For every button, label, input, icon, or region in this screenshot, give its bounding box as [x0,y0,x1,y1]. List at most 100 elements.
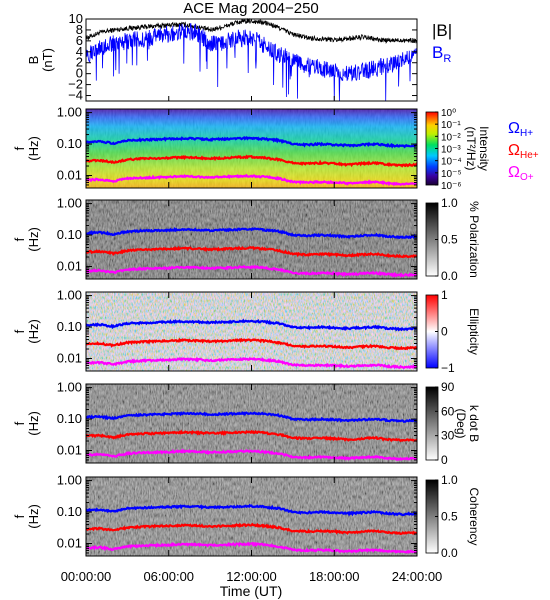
field-tick-label: 2 [76,55,83,70]
gyrofrequency-line-Hplus [86,318,417,332]
gyrofrequency-legend-Oplus: ΩO+ [508,164,534,183]
gyrofrequency-line-Heplus [86,337,417,351]
colorbar-label-line1: Coherency [467,487,481,545]
panel-ylabel-line1: f [12,146,27,150]
colorbar-label-line1: Ellipticity [467,308,481,355]
field-legend-radial: BR [432,43,451,65]
panel-ytick-label: 0.10 [57,504,82,519]
colorbar-tick-label: 10⁻⁴ [441,157,462,168]
panel-coherency: 1.00 0.10 0.01 f (Hz) 1.0 0.5 0.0 Coherency [12,473,481,560]
field-tick-label: 8 [76,22,83,37]
panel-ellipticity: 1.00 0.10 0.01 f (Hz) 1 0 −1 Ellipticity [12,288,481,375]
field-ylabel-line1: B [26,56,41,65]
panel-ellipticity-image [86,292,417,371]
panel-ytick-label: 0.10 [57,227,82,242]
colorbar-label-line1: k dot B [467,405,481,442]
panel-ylabel-line1: f [12,421,27,425]
panel-ylabel-line1: f [12,237,27,241]
colorbar-tick-label: 30 [441,429,455,443]
panel-intensity-image [86,109,417,188]
colorbar-tick-label: 10⁰ [441,108,456,119]
panel-ytick-label: 0.10 [57,411,82,426]
panel-polarization-image [86,200,417,279]
field-legend-subscript: R [443,53,451,65]
panel-ytick-label: 0.01 [57,258,82,273]
panel-ylabel-line2: (Hz) [26,136,41,161]
gyrofrequency-legend-Heplus: ΩHe+ [508,142,539,161]
gyrofrequency-line-Oplus [86,448,417,462]
gyrofrequency-line-Oplus [86,264,417,278]
panel-ylabel-line2: (Hz) [26,227,41,252]
colorbar-tick-label: 10⁻³ [441,145,461,156]
gyrofrequency-line-Oplus [86,173,417,187]
panel-ytick-label: 1.00 [57,105,82,120]
colorbar-label-line1: % Polarization [467,201,481,278]
field-tick-label: −4 [68,88,83,103]
gyrofrequency-legend-Hplus: ΩH+ [508,120,533,139]
time-tick-label: 18:00:00 [309,569,360,584]
colorbar-tick-label: 10⁻¹ [441,120,461,131]
colorbar-tick-label: 0.5 [441,233,458,247]
time-axis: 00:00:00 06:00:00 12:00:00 18:00:00 24:00:00 [61,569,443,584]
x-axis-label: Time (UT) [220,583,282,599]
field-plot-area [86,19,417,101]
field-series-magnitude [85,17,418,44]
figure-title: ACE Mag 2004−250 [183,0,319,17]
colorbar-tick-label: 1 [441,288,448,302]
panel-ytick-label: 0.01 [57,442,82,457]
gyrofrequency-line-Heplus [86,245,417,259]
panel-ylabel-line2: (Hz) [26,411,41,436]
colorbar-tick-label: 90 [441,380,455,394]
colorbar-tick-label: 60 [441,404,455,418]
gyrofrequency-line-Oplus [86,541,417,554]
gyrofrequency-line-Heplus [86,154,417,168]
panel-ytick-label: 1.00 [57,288,82,303]
colorbar-label-line2: (nT²/Hz) [464,127,478,171]
panel-ylabel-line2: (Hz) [26,319,41,344]
colorbar-tick-label: 10⁻⁵ [441,169,462,180]
panel-polarization: 1.00 0.10 0.01 f (Hz) 1.0 0.5 0.0 % Polarization [12,196,481,283]
field-ylabel-line2: (nT) [40,48,55,72]
panel-kdotb-image [86,384,417,463]
time-tick-label: 12:00:00 [226,569,277,584]
spectral-panels: 1.000.100.01f (Hz)10⁰10⁻¹10⁻²10⁻³10⁻⁴10⁻⁵… [12,105,539,560]
colorbar-tick-label: 10⁻² [441,132,461,143]
colorbar-tick-label: −1 [441,361,455,375]
panel-ylabel-line1: f [12,329,27,333]
panel-ylabel-line1: f [12,514,27,518]
gyrofrequency-line-Hplus [86,503,417,517]
time-tick-label: 00:00:00 [61,569,112,584]
field-tick-label: 0 [76,66,83,81]
colorbar-tick-label: 0.5 [441,510,458,524]
colorbar-tick-label: 0.0 [441,546,458,560]
colorbar-label-line1: Intensity [477,126,491,171]
gyrofrequency-line-Oplus [86,356,417,370]
spectrogram-texture [86,384,417,463]
panel-kdotb: 1.00 0.10 0.01 f (Hz) 90 60 30 0 k dot B(Deg) [12,380,481,467]
colorbar-tick-label: 0 [441,325,448,339]
field-tick-label: 10 [69,11,83,26]
panel-ytick-label: 0.01 [57,350,82,365]
gyrofrequency-legend-subscript: O+ [520,172,534,183]
colorbar-tick-label: 0 [441,453,448,467]
panel-ytick-label: 0.01 [57,167,82,182]
colorbar-tick-label: 0.0 [441,269,458,283]
colorbar-tick-label: 10⁻⁶ [441,181,462,192]
panel-ytick-label: 0.01 [57,535,82,550]
panel-ylabel-line2: (Hz) [26,504,41,529]
gyrofrequency-legend-subscript: H+ [520,128,533,139]
panel-coherency-image [86,477,417,556]
gyrofrequency-line-Hplus [86,135,417,149]
gyrofrequency-line-Hplus [86,226,417,240]
gyrofrequency-line-Heplus [86,429,417,443]
field-series-radial [85,23,418,102]
gyrofrequency-line-Heplus [86,522,417,536]
colorbar-tick-label: 1.0 [441,473,458,487]
panel-ytick-label: 1.00 [57,380,82,395]
field-tick-label: −2 [68,77,83,92]
colorbar-tick-label: 1.0 [441,196,458,210]
panel-ytick-label: 1.00 [57,473,82,488]
